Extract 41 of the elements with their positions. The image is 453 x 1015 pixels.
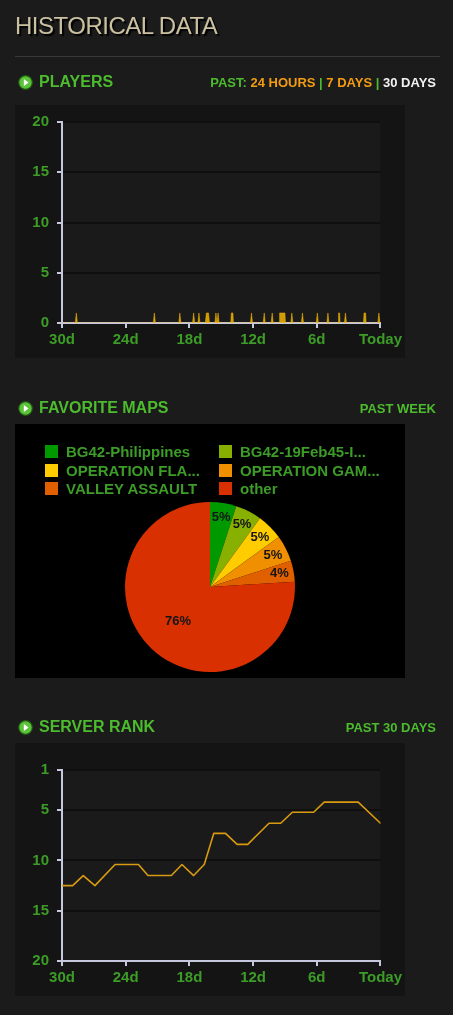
x-tick-label: 18d [176,968,203,986]
y-tick-label: 10 [32,850,49,868]
legend-label: OPERATION GAM... [240,461,380,479]
legend-label: BG42-19Feb45-I... [240,443,366,461]
y-tick-label: 15 [32,162,49,180]
x-tick-label: 6d [308,968,326,986]
x-tick-label: 18d [176,330,203,348]
y-tick-label: 10 [32,212,49,230]
chart-subtitle: PAST WEEK [359,400,436,416]
x-tick-label: Today [358,968,403,986]
x-tick-label: 30d [49,968,75,986]
data-label: 5% [263,546,283,562]
chart-subtitle: PAST: 24 HOURS | 7 DAYS | 30 DAYS [210,74,436,90]
legend-label: other [240,479,278,497]
chart-title: FAVORITE MAPS [39,399,169,417]
x-tick-label: 12d [240,330,267,348]
legend-label: OPERATION FLA... [66,461,200,479]
data-label: 5% [232,515,252,531]
y-tick-label: 5 [40,262,49,280]
data-label: 76% [164,612,192,628]
data-label: 5% [211,508,231,524]
y-tick-label: 1 [40,760,49,778]
x-tick-label: 12d [240,968,267,986]
chart-title: PLAYERS [39,73,114,91]
chart-title: SERVER RANK [39,718,156,736]
y-tick-label: 20 [32,112,49,130]
text: HISTORICAL DATA [15,12,218,40]
legend-label: BG42-Philippines [66,443,191,461]
y-tick-label: 20 [32,951,49,969]
x-tick-label: 6d [308,330,326,348]
data-label: 4% [269,565,290,581]
legend-label: VALLEY ASSAULT [66,479,198,497]
y-tick-label: 15 [32,900,49,918]
x-tick-label: 24d [112,968,139,986]
chart-subtitle: PAST 30 DAYS [345,719,436,735]
x-tick-label: 24d [112,330,139,348]
y-tick-label: 5 [40,800,49,818]
x-tick-label: Today [358,330,403,348]
data-label: 5% [250,528,270,544]
x-tick-label: 30d [49,330,75,348]
y-tick-label: 0 [40,313,49,331]
